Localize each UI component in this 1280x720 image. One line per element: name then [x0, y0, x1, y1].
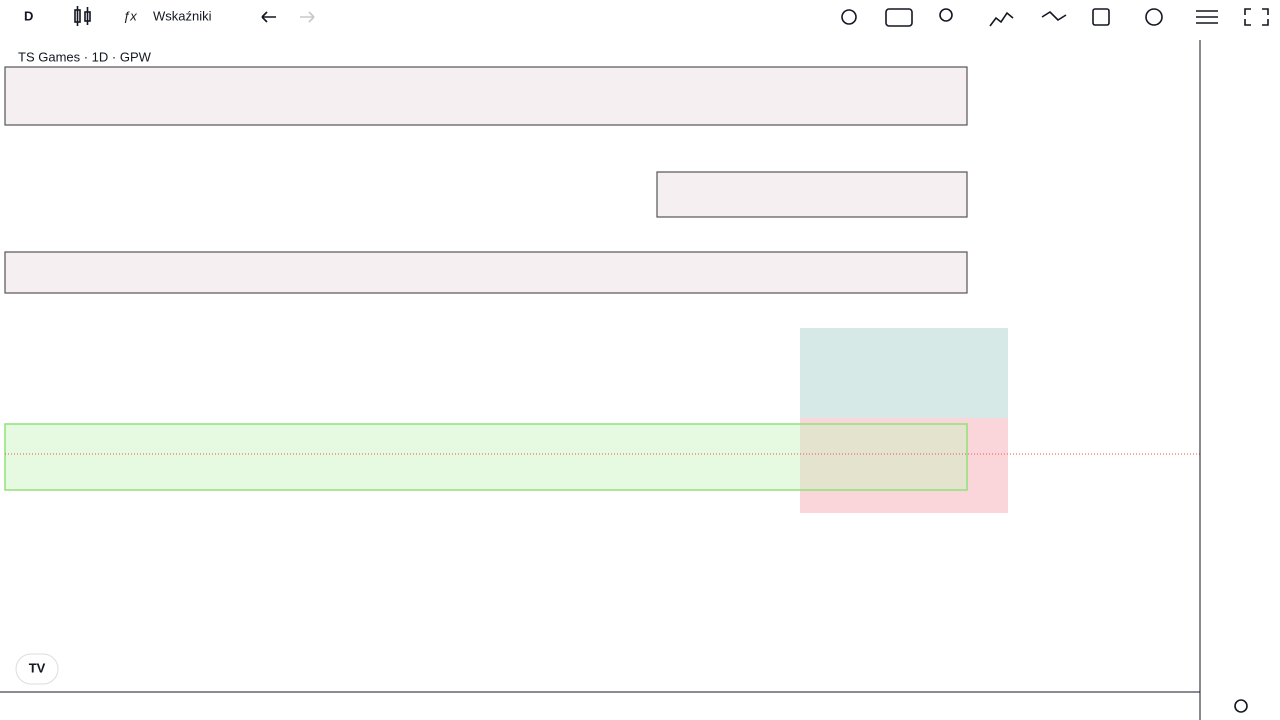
- zone-rectangle[interactable]: [656, 171, 968, 218]
- support-zone[interactable]: [4, 423, 968, 491]
- settings-button[interactable]: [841, 9, 857, 25]
- save-button[interactable]: [1092, 8, 1110, 26]
- legend: TS Games · 1D · GPW: [18, 49, 152, 64]
- interval-button[interactable]: D: [24, 8, 33, 23]
- indicators-button[interactable]: Wskaźniki: [153, 8, 212, 23]
- position-stop[interactable]: [800, 418, 1008, 513]
- zone-rectangle[interactable]: [4, 251, 968, 294]
- snapshot-button[interactable]: [885, 8, 913, 27]
- undo-button[interactable]: [261, 11, 276, 23]
- compare-button[interactable]: [989, 11, 1014, 27]
- legend-symbol: TS Games · 1D · GPW: [18, 49, 152, 64]
- alerts-button[interactable]: [1041, 10, 1067, 22]
- tv-logo-text: TV: [29, 660, 46, 675]
- position-target[interactable]: [800, 328, 1008, 418]
- tv-logo[interactable]: [15, 653, 59, 685]
- candles-icon[interactable]: [74, 6, 91, 26]
- layout-settings-button[interactable]: [1196, 10, 1218, 24]
- redo-button[interactable]: [300, 11, 315, 23]
- axis-settings-button[interactable]: [1234, 699, 1248, 713]
- search-button[interactable]: [939, 8, 953, 22]
- alarm-button[interactable]: [1145, 8, 1163, 26]
- fx-icon[interactable]: ƒx: [123, 8, 137, 23]
- fullscreen-button[interactable]: [1244, 8, 1269, 26]
- zone-rectangle[interactable]: [4, 66, 968, 126]
